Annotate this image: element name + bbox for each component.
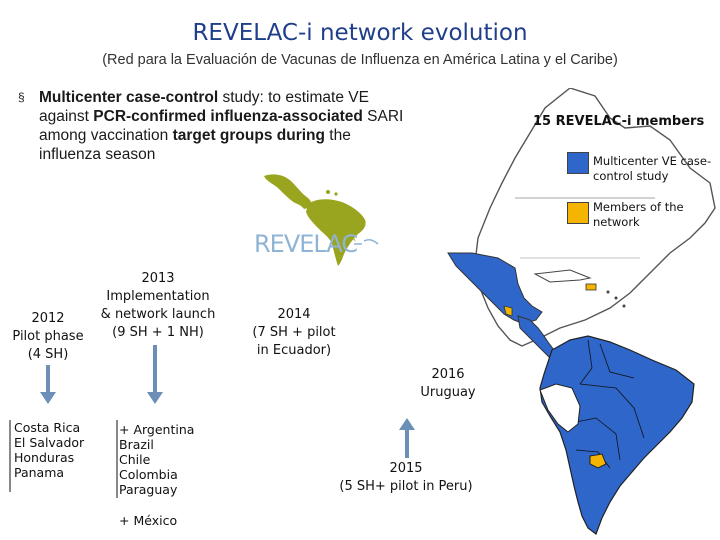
timeline-2012-detail: (4 SH) (27, 347, 69, 362)
timeline-2015-year: 2015 (389, 461, 423, 476)
bullet-bold-3: PCR-confirmed influenza-associated (93, 108, 363, 125)
country-2013-2: Chile (119, 452, 151, 467)
timeline-2012-year: 2012 (31, 311, 65, 326)
country-2013-4: Paraguay (119, 482, 178, 497)
countries-2013-list: + Argentina Brazil Chile Colombia Paragu… (119, 422, 194, 497)
country-2012-1: El Salvador (14, 435, 85, 450)
revelac-logo-text: REVELAC (254, 230, 358, 258)
country-2012-0: Costa Rica (14, 420, 81, 435)
timeline-2013: 2013 Implementation & network launch (9 … (96, 270, 220, 342)
americas-map (447, 88, 716, 535)
legend-yellow-line2: network (593, 215, 640, 229)
country-2013-1: Brazil (119, 437, 154, 452)
arrow-2015 (399, 418, 415, 458)
legend-swatch-blue (567, 152, 589, 174)
study-description: § Multicenter case-control study: to est… (18, 88, 408, 164)
map-peru (539, 383, 581, 433)
timeline-2015: 2015 (5 SH+ pilot in Peru) (332, 460, 480, 496)
map-cuba (533, 269, 592, 283)
legend-yellow-line1: Members of the (593, 200, 684, 214)
north-america-outline (474, 88, 716, 347)
bullet-text-6: the influenza season (39, 127, 351, 163)
timeline-2012: 2012 Pilot phase (4 SH) (0, 310, 96, 364)
map-uruguay (589, 453, 607, 469)
timeline-2012-phase: Pilot phase (12, 329, 84, 344)
revelac-logo: REVELAC (250, 168, 380, 268)
arrow-2013 (147, 345, 163, 404)
countries-2012-list: Costa Rica El Salvador Honduras Panama (14, 420, 84, 480)
legend-title: 15 REVELAC-i members (533, 114, 705, 129)
country-2013-0: + Argentina (119, 422, 195, 437)
timeline-2013-line4: (9 SH + 1 NH) (112, 325, 204, 340)
timeline-2016-year: 2016 (431, 367, 465, 382)
timeline-2013-line2: Implementation (106, 289, 210, 304)
list-2013-rule (116, 420, 118, 498)
timeline-2013-year: 2013 (141, 271, 175, 286)
legend-blue-line1: Multicenter VE case- (593, 154, 712, 168)
bullet-text-2: study: to estimate VE against (39, 89, 369, 125)
country-2012-3: Panama (14, 465, 65, 480)
map-caribbean-yellow (585, 283, 597, 291)
timeline-2015-line2: (5 SH+ pilot in Peru) (339, 479, 473, 494)
country-2013-3: Colombia (119, 467, 178, 482)
page-subtitle: (Red para la Evaluación de Vacunas de In… (102, 52, 618, 68)
timeline-2014-line2: (7 SH + pilot (252, 325, 336, 340)
bullet-bold-1: Multicenter case-control (39, 89, 219, 106)
bullet-bold-5: target groups during (172, 127, 325, 144)
timeline-2016-line2: Uruguay (420, 385, 476, 400)
legend-item-blue: Multicenter VE case- control study (593, 154, 711, 184)
list-2012-rule (9, 420, 11, 492)
legend-item-yellow: Members of the network (593, 200, 684, 230)
arrow-2012 (40, 365, 56, 404)
country-2013-mexico: + México (119, 513, 178, 528)
legend-blue-line2: control study (593, 169, 669, 183)
timeline-2014-year: 2014 (277, 307, 311, 322)
timeline-2014: 2014 (7 SH + pilot in Ecuador) (246, 306, 342, 360)
page-title: REVELAC-i network evolution (192, 20, 528, 46)
timeline-2013-line3: & network launch (100, 307, 216, 322)
timeline-2016: 2016 Uruguay (412, 366, 484, 402)
legend-swatch-yellow (567, 202, 589, 224)
revelac-logo-map (264, 174, 366, 266)
bullet-text-4: SARI among vaccination (39, 108, 404, 144)
map-south-america (539, 335, 695, 535)
timeline-2014-line3: in Ecuador) (256, 343, 332, 358)
map-caribbean-yellow-2 (503, 305, 513, 317)
country-2012-2: Honduras (14, 450, 75, 465)
bullet-marker: § (18, 90, 25, 104)
revelac-logo-swoosh (354, 238, 379, 245)
